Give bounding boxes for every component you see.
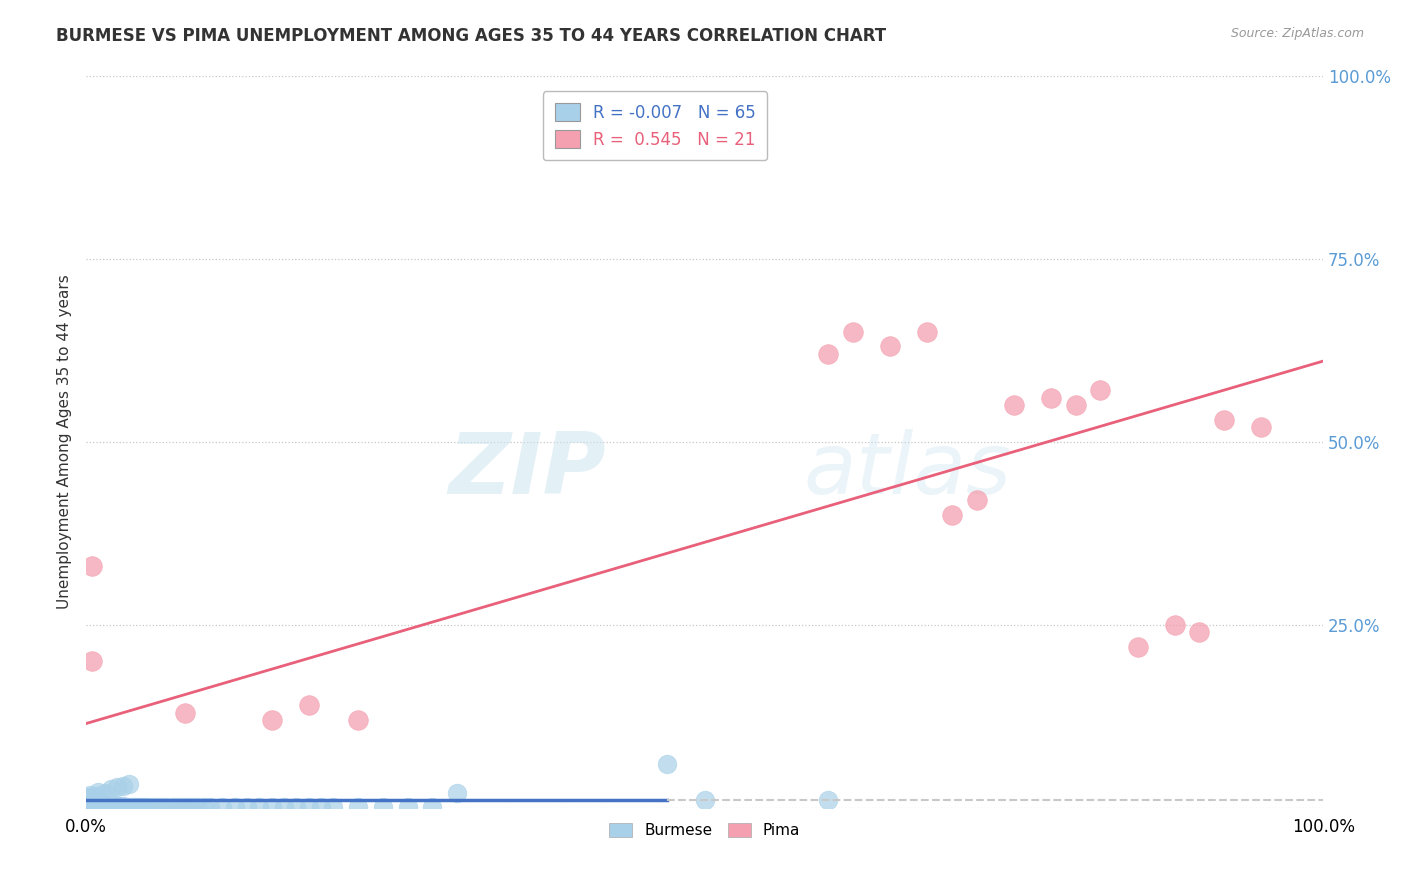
Point — [82, 791, 104, 805]
Point — [1090, 384, 1112, 398]
Point — [167, 800, 190, 814]
Point — [247, 800, 270, 814]
Point — [657, 756, 679, 771]
Point — [112, 779, 135, 793]
Point — [118, 777, 141, 791]
Point — [174, 800, 197, 814]
Point — [1188, 625, 1211, 640]
Point — [842, 325, 865, 339]
Point — [100, 782, 122, 797]
Point — [82, 794, 104, 808]
Point — [134, 800, 156, 814]
Point — [966, 493, 988, 508]
Point — [298, 698, 321, 713]
Point — [917, 325, 939, 339]
Point — [136, 800, 159, 814]
Point — [79, 788, 101, 802]
Point — [77, 792, 100, 806]
Point — [91, 797, 114, 811]
Point — [124, 800, 146, 814]
Point — [97, 798, 120, 813]
Point — [1064, 398, 1087, 412]
Point — [94, 797, 117, 812]
Point — [80, 793, 103, 807]
Point — [1002, 398, 1025, 412]
Point — [198, 800, 221, 814]
Point — [112, 799, 135, 814]
Point — [371, 800, 394, 814]
Point — [128, 800, 150, 814]
Point — [149, 800, 172, 814]
Point — [100, 798, 122, 813]
Point — [879, 339, 901, 353]
Point — [93, 797, 115, 811]
Point — [174, 706, 197, 720]
Point — [1163, 617, 1185, 632]
Point — [155, 800, 177, 814]
Point — [322, 800, 344, 814]
Point — [82, 559, 104, 574]
Point — [285, 800, 308, 814]
Point — [82, 654, 104, 668]
Point — [84, 789, 107, 803]
Point — [211, 800, 233, 814]
Text: BURMESE VS PIMA UNEMPLOYMENT AMONG AGES 35 TO 44 YEARS CORRELATION CHART: BURMESE VS PIMA UNEMPLOYMENT AMONG AGES … — [56, 27, 886, 45]
Point — [162, 800, 184, 814]
Text: ZIP: ZIP — [449, 429, 606, 512]
Point — [87, 784, 110, 798]
Point — [309, 800, 332, 814]
Point — [693, 793, 716, 807]
Point — [115, 800, 138, 814]
Text: Source: ZipAtlas.com: Source: ZipAtlas.com — [1230, 27, 1364, 40]
Point — [273, 800, 295, 814]
Point — [817, 347, 839, 361]
Point — [396, 800, 419, 814]
Point — [103, 798, 125, 813]
Point — [131, 800, 153, 814]
Point — [108, 799, 131, 814]
Point — [260, 713, 283, 727]
Point — [1126, 640, 1149, 654]
Point — [77, 789, 100, 804]
Y-axis label: Unemployment Among Ages 35 to 44 years: Unemployment Among Ages 35 to 44 years — [58, 274, 72, 609]
Point — [298, 800, 321, 814]
Point — [105, 799, 128, 814]
Point — [180, 800, 202, 814]
Point — [347, 800, 370, 814]
Point — [260, 800, 283, 814]
Point — [193, 800, 215, 814]
Point — [93, 786, 115, 800]
Point — [84, 793, 107, 807]
Point — [122, 800, 145, 814]
Text: atlas: atlas — [804, 429, 1011, 512]
Point — [1250, 420, 1272, 434]
Point — [87, 796, 110, 810]
Point — [118, 800, 141, 814]
Point — [1213, 412, 1236, 426]
Point — [186, 800, 208, 814]
Point — [347, 713, 370, 727]
Point — [224, 800, 246, 814]
Point — [90, 796, 112, 810]
Point — [82, 790, 104, 805]
Point — [86, 794, 108, 808]
Point — [83, 795, 105, 809]
Legend: Burmese, Pima: Burmese, Pima — [603, 817, 806, 844]
Point — [422, 800, 444, 814]
Point — [817, 793, 839, 807]
Point — [941, 508, 963, 522]
Point — [105, 780, 128, 795]
Point — [236, 800, 259, 814]
Point — [1039, 391, 1062, 405]
Point — [143, 800, 166, 814]
Point — [446, 786, 468, 800]
Point — [79, 793, 101, 807]
